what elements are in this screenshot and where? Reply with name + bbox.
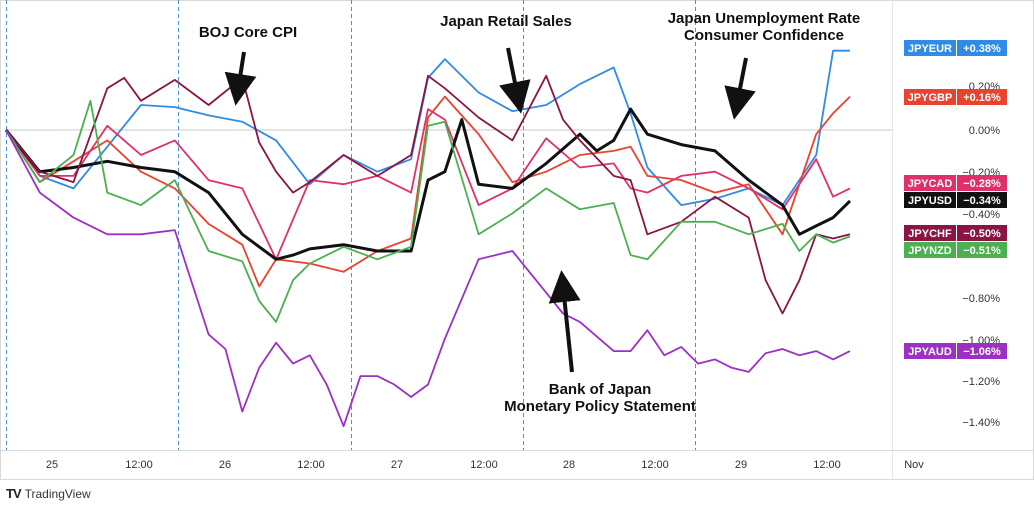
y-tick-label: −0.40% (962, 209, 1000, 221)
series-badge-name-bg (904, 192, 956, 208)
series-badge-value-bg (957, 242, 1007, 258)
series-badge-value: +0.38% (963, 43, 1001, 55)
series-badge-value: −1.06% (963, 346, 1001, 358)
x-tick-label: 27 (391, 459, 403, 471)
x-tick-label: 12:00 (125, 459, 153, 471)
series-line-jpycad (5, 108, 851, 261)
annotation-boj-monetary-policy: Monetary Policy Statement (504, 398, 696, 415)
series-badge-name-bg (904, 225, 956, 241)
series-badge-name-bg (904, 175, 956, 191)
series-badge-name: JPYGBP (908, 92, 953, 104)
annotation-japan-retail-sales: Japan Retail Sales (440, 13, 572, 30)
series-badge-name: JPYCHF (908, 228, 952, 240)
x-tick-label: 28 (563, 459, 575, 471)
y-tick-label: −0.80% (962, 293, 1000, 305)
y-tick-label: 0.00% (969, 125, 1000, 137)
annotation-arrow-japan-unemployment (724, 57, 756, 120)
x-tick-label: 12:00 (641, 459, 669, 471)
series-badge-value-bg (957, 343, 1007, 359)
series-line-jpyeur (5, 49, 850, 207)
annotation-arrow-japan-retail-sales (499, 47, 531, 114)
series-badge-value: +0.16% (963, 92, 1001, 104)
series-line-jpynzd (5, 99, 851, 323)
series-badge-value-bg (957, 175, 1007, 191)
series-badge-value-bg (957, 40, 1007, 56)
series-badge-name: JPYNZD (908, 245, 951, 257)
x-tick-label: 12:00 (813, 459, 841, 471)
annotation-arrow-boj-monetary-policy (548, 270, 581, 373)
series-badge-name-bg (904, 89, 956, 105)
y-tick-label: −1.20% (962, 376, 1000, 388)
tradingview-logo-icon: TV (6, 486, 22, 501)
x-tick-label: 12:00 (297, 459, 325, 471)
x-tick-label: 25 (46, 459, 58, 471)
annotation-boj-core-cpi: BOJ Core CPI (199, 24, 297, 41)
y-tick-label: −1.40% (962, 417, 1000, 429)
series-badge-value-bg (957, 89, 1007, 105)
x-tick-label: Nov (904, 459, 924, 471)
annotation-japan-unemployment: Japan Unemployment Rate (668, 10, 861, 27)
tradingview-branding[interactable]: TV TradingView (6, 486, 91, 501)
tradingview-name: TradingView (24, 486, 91, 501)
series-badge-value-bg (957, 225, 1007, 241)
series-line-jpygbp (5, 95, 851, 288)
annotation-arrow-boj-core-cpi (224, 51, 257, 106)
annotation-japan-unemployment: Consumer Confidence (684, 27, 844, 44)
series-badge-value: −0.28% (963, 178, 1001, 190)
series-line-jpychf (5, 74, 851, 315)
series-badge-name-bg (904, 40, 956, 56)
series-line-jpyaud (5, 129, 851, 428)
series-badge-name: JPYCAD (908, 178, 953, 190)
series-badge-name-bg (904, 242, 956, 258)
series-line-jpyusd (4, 107, 852, 261)
series-badge-value: −0.50% (963, 228, 1001, 240)
series-badge-value: −0.51% (963, 245, 1001, 257)
x-tick-label: 12:00 (470, 459, 498, 471)
series-badge-name-bg (904, 343, 956, 359)
x-tick-label: 26 (219, 459, 231, 471)
series-badge-name: JPYAUD (908, 346, 952, 358)
annotation-boj-monetary-policy: Bank of Japan (549, 381, 652, 398)
series-badge-name: JPYUSD (908, 195, 952, 207)
x-tick-label: 29 (735, 459, 747, 471)
series-badge-value: −0.34% (963, 195, 1001, 207)
series-badge-name: JPYEUR (908, 43, 952, 55)
series-badge-value-bg (957, 192, 1007, 208)
